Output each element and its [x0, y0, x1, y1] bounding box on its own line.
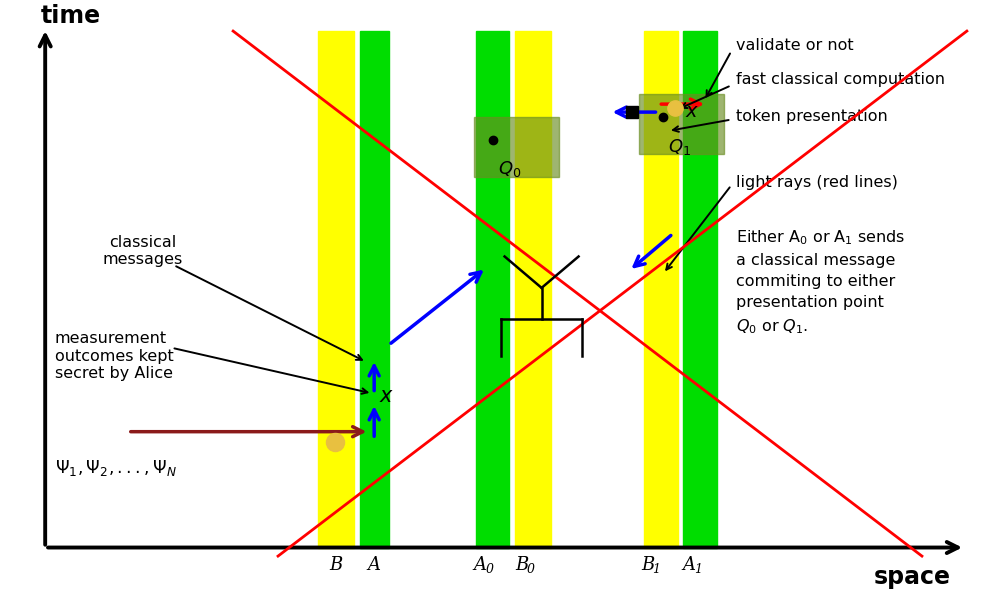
Text: classical
messages: classical messages — [103, 235, 182, 267]
Text: measurement
outcomes kept
secret by Alice: measurement outcomes kept secret by Alic… — [55, 331, 173, 381]
Text: A: A — [473, 555, 486, 574]
Bar — [474, 116, 559, 176]
Text: light rays (red lines): light rays (red lines) — [736, 175, 898, 190]
Text: $x$: $x$ — [379, 386, 394, 406]
Text: A: A — [682, 555, 696, 574]
Bar — [476, 31, 510, 548]
Text: time: time — [40, 4, 101, 29]
Text: 1: 1 — [694, 563, 702, 576]
Text: A: A — [368, 555, 380, 574]
Text: $x$: $x$ — [684, 103, 699, 121]
Text: fast classical computation: fast classical computation — [736, 72, 945, 87]
Text: space: space — [873, 565, 950, 589]
Text: 1: 1 — [652, 563, 660, 576]
Bar — [643, 31, 678, 548]
Text: B: B — [640, 555, 654, 574]
Bar — [682, 31, 717, 548]
Bar — [515, 31, 552, 548]
Text: 0: 0 — [485, 563, 493, 576]
Text: 0: 0 — [527, 563, 535, 576]
Text: $Q_0$: $Q_0$ — [498, 159, 521, 179]
Bar — [638, 94, 724, 154]
Text: $\Psi_1,\Psi_2,...,\Psi_N$: $\Psi_1,\Psi_2,...,\Psi_N$ — [55, 457, 177, 478]
Text: Either A$_0$ or A$_1$ sends
a classical message
commiting to either
presentation: Either A$_0$ or A$_1$ sends a classical … — [736, 229, 905, 336]
Bar — [360, 31, 388, 548]
Text: $Q_1$: $Q_1$ — [668, 137, 691, 157]
Text: B: B — [329, 555, 343, 574]
Text: validate or not: validate or not — [736, 38, 854, 53]
Text: token presentation: token presentation — [736, 109, 888, 124]
Bar — [318, 31, 354, 548]
Text: B: B — [515, 555, 529, 574]
